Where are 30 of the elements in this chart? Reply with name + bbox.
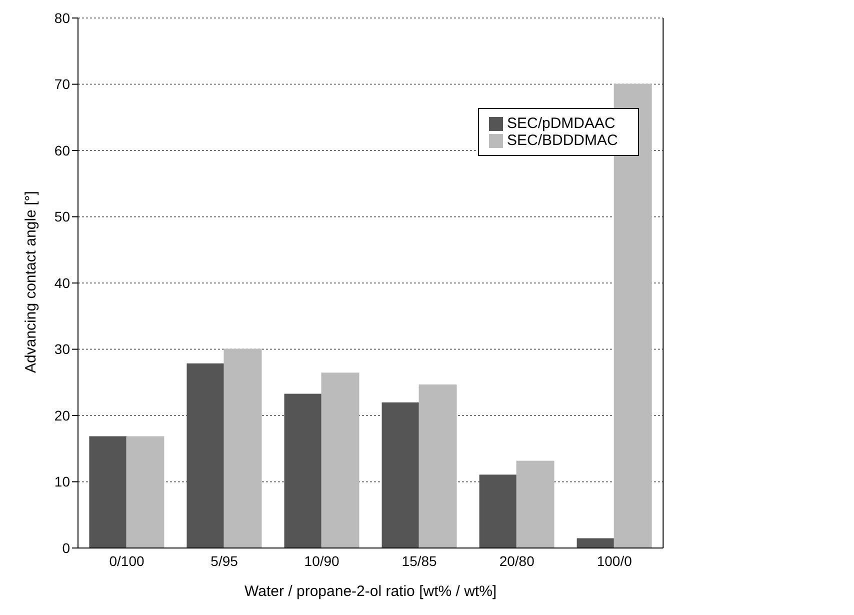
bar	[516, 460, 554, 548]
y-tick-label: 80	[54, 10, 70, 26]
x-tick-label: 20/80	[499, 552, 535, 569]
bar	[479, 474, 518, 548]
y-tick-label: 30	[54, 341, 70, 358]
y-tick-label: 60	[54, 142, 70, 158]
legend-label: SEC/pDMDAAC	[507, 115, 616, 132]
y-tick-label: 0	[62, 540, 70, 556]
bar	[186, 363, 225, 548]
bar	[321, 372, 360, 548]
y-axis-title: Advancing contact angle [°]	[22, 191, 40, 373]
bar	[224, 348, 262, 548]
y-tick-label: 20	[54, 407, 70, 424]
bar	[576, 538, 615, 548]
bar	[126, 436, 164, 548]
bar	[382, 402, 420, 548]
y-tick-label: 70	[54, 76, 70, 92]
x-tick-label: 100/0	[596, 552, 632, 569]
y-tick-label: 40	[54, 274, 70, 291]
bar	[284, 394, 322, 548]
y-tick-label: 50	[54, 208, 70, 225]
x-axis-title: Water / propane-2-ol ratio [wt% / wt%]	[244, 583, 497, 600]
legend-label: SEC/BDDDMAC	[507, 132, 618, 149]
x-tick-label: 5/95	[210, 552, 238, 569]
y-tick-label: 10	[54, 474, 70, 490]
x-tick-label: 0/100	[109, 552, 144, 569]
x-tick-label: 10/90	[304, 552, 340, 569]
x-tick-label: 15/85	[402, 552, 438, 569]
bar	[418, 384, 457, 548]
bar	[89, 436, 128, 548]
